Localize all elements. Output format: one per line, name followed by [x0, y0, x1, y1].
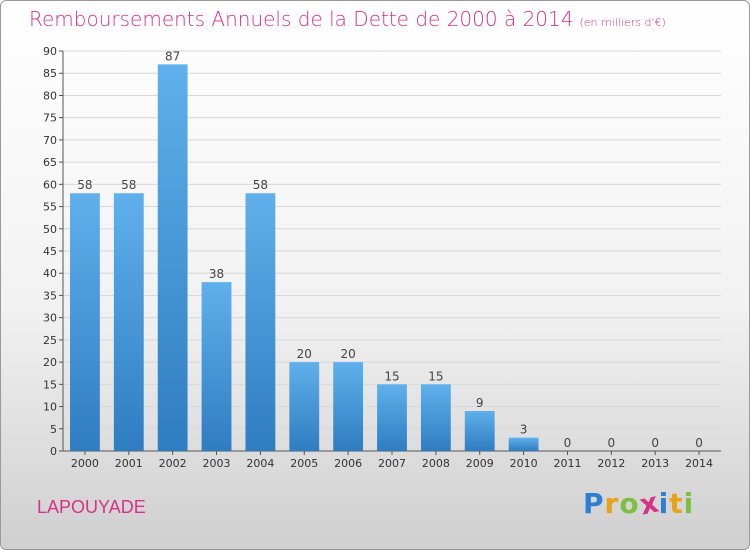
chart-title: Remboursements Annuels de la Dette de 20… [29, 7, 666, 31]
x-tick-label: 2005 [290, 457, 318, 470]
bar [245, 193, 276, 451]
bar [70, 193, 100, 451]
data-label: 9 [476, 396, 484, 410]
data-label: 38 [209, 267, 224, 281]
x-tick-label: 2006 [334, 457, 362, 470]
title-text: Remboursements Annuels de la Dette de 20… [29, 7, 574, 31]
bars [70, 64, 539, 452]
x-tick-label: 2000 [71, 457, 99, 470]
y-tick-label: 80 [43, 89, 57, 102]
y-tick-label: 45 [43, 245, 57, 258]
bar [201, 282, 232, 451]
y-tick-label: 85 [43, 67, 57, 80]
x-tick-label: 2004 [246, 457, 274, 470]
data-label: 15 [384, 369, 399, 383]
y-tick-label: 15 [43, 378, 57, 391]
data-label: 20 [297, 347, 312, 361]
bar [508, 437, 539, 451]
data-label: 15 [428, 369, 443, 383]
data-label: 3 [520, 423, 528, 437]
bar [464, 411, 495, 451]
value-labels: 58 58 87 38 58 20 20 15 15 9 3 0 0 0 0 [77, 49, 703, 450]
y-tick-label: 70 [43, 134, 57, 147]
chart-subtitle: (en milliers d'€) [579, 16, 666, 29]
data-label: 58 [121, 178, 136, 192]
y-tick-label: 0 [50, 445, 57, 458]
y-tick-label: 40 [43, 267, 57, 280]
data-label: 87 [165, 49, 180, 63]
x-tick-label: 2002 [159, 457, 187, 470]
y-tick-label: 60 [43, 178, 57, 191]
x-tick-label: 2003 [203, 457, 231, 470]
y-tick-label: 55 [43, 201, 57, 214]
y-tick-label: 25 [43, 334, 57, 347]
x-tick-label: 2014 [685, 457, 713, 470]
y-tick-label: 30 [43, 312, 57, 325]
data-label: 58 [253, 178, 268, 192]
data-label: 20 [340, 347, 355, 361]
bar [420, 384, 451, 451]
x-tick-label: 2013 [641, 457, 669, 470]
bar [289, 362, 320, 451]
logo-letter: P [583, 487, 605, 520]
x-tick-label: 2007 [378, 457, 406, 470]
y-tick-label: 20 [43, 356, 57, 369]
logo-letter: r [604, 487, 620, 520]
y-tick-label: 35 [43, 289, 57, 302]
logo-letter: i [683, 487, 695, 520]
y-tick-label: 90 [43, 45, 57, 58]
bar [333, 362, 364, 451]
proxiti-logo: Proxiti [583, 485, 695, 521]
y-tick-label: 50 [43, 223, 57, 236]
x-tick-label: 2010 [510, 457, 538, 470]
data-label: 0 [695, 436, 703, 450]
bar [113, 193, 144, 451]
commune-name: LAPOUYADE [37, 497, 146, 517]
data-label: 0 [651, 436, 659, 450]
y-tick-label: 5 [50, 423, 57, 436]
data-label: 58 [77, 178, 92, 192]
logo-letter: o [619, 487, 640, 520]
logo-letter: t [669, 487, 684, 520]
data-label: 0 [564, 436, 572, 450]
y-tick-label: 10 [43, 401, 57, 414]
x-tick-label: 2012 [597, 457, 625, 470]
logo-letter: i [658, 487, 670, 520]
data-label: 0 [608, 436, 616, 450]
x-tick-label: 2011 [553, 457, 581, 470]
y-tick-label: 65 [43, 156, 57, 169]
bar [157, 64, 188, 452]
y-tick-label: 75 [43, 112, 57, 125]
bar [377, 384, 407, 451]
x-tick-label: 2001 [115, 457, 143, 470]
x-tick-label: 2009 [466, 457, 494, 470]
x-tick-label: 2008 [422, 457, 450, 470]
